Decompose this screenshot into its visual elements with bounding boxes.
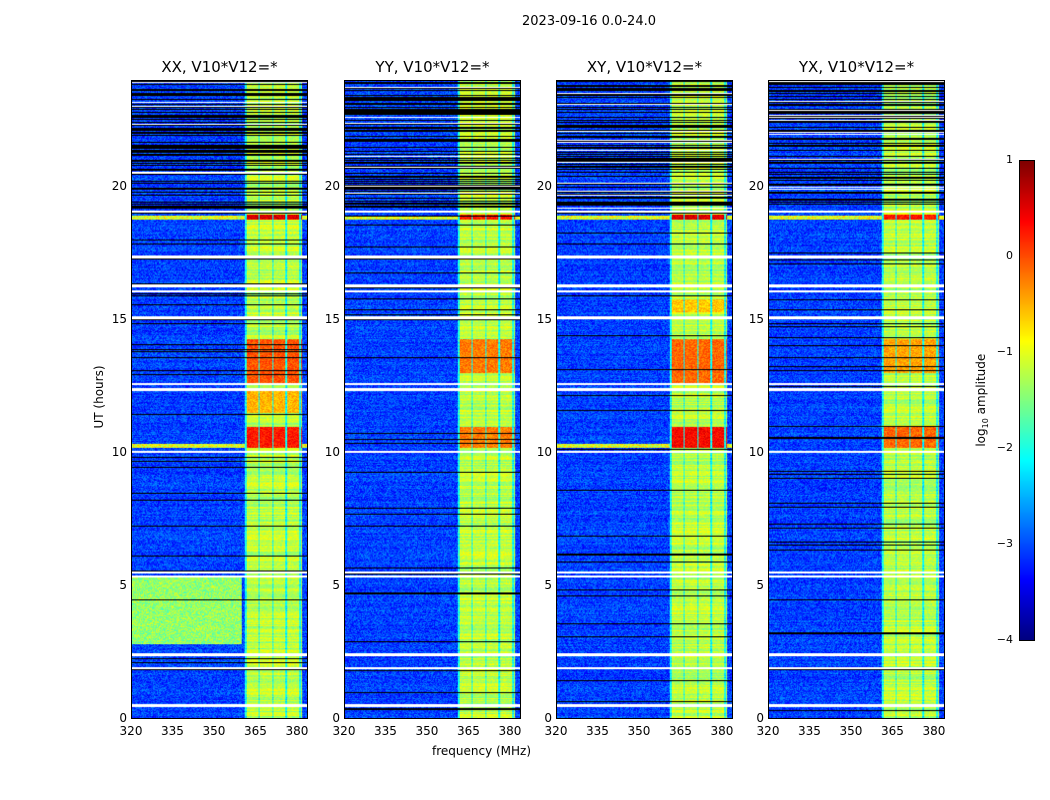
panel-4: YX, V10*V12=* 320 335 350 365 380 0 5 10 15 20 <box>749 58 946 738</box>
panel-2: YY, V10*V12=* 320 335 350 365 380 0 5 10 15 20 <box>325 58 522 738</box>
x-axis-label: frequency (MHz) <box>432 744 532 758</box>
x-tick-label: 365 <box>881 724 904 738</box>
colorbar-tick-label: −1 <box>996 345 1013 358</box>
y-tick-label: 5 <box>544 577 552 592</box>
x-tick-label: 350 <box>415 724 439 738</box>
y-tick-label: 15 <box>324 311 340 326</box>
waterfall-heatmap <box>556 80 733 719</box>
colorbar-tick-label: 0 <box>1006 249 1013 262</box>
x-tick-label: 380 <box>710 724 734 738</box>
y-tick-label: 10 <box>111 444 127 459</box>
y-tick-label: 20 <box>536 178 552 193</box>
y-tick-label: 20 <box>111 178 127 193</box>
panel-title: YY, V10*V12=* <box>375 58 490 76</box>
x-tick-label: 350 <box>627 724 651 738</box>
y-tick-label: 5 <box>332 577 340 592</box>
x-tick-label: 320 <box>332 724 356 738</box>
x-tick-label: 320 <box>119 724 143 738</box>
x-tick-label: 335 <box>798 724 821 738</box>
panel-3: XY, V10*V12=* 320 335 350 365 380 0 5 10 15 20 <box>537 58 734 738</box>
x-tick-label: 365 <box>244 724 267 738</box>
y-tick-label: 10 <box>536 444 552 459</box>
colorbar-label: log10 amplitude <box>973 353 991 447</box>
y-tick-label: 10 <box>748 444 764 459</box>
x-tick-label: 365 <box>457 724 480 738</box>
y-tick-label: 0 <box>756 711 764 725</box>
y-tick-label: 15 <box>748 311 764 326</box>
colorbar-tick-label: −2 <box>996 441 1013 454</box>
colorbar-tick-label: −4 <box>996 633 1013 646</box>
colorbar-tick-label: −3 <box>996 537 1013 550</box>
x-tick-label: 320 <box>756 724 780 738</box>
x-tick-label: 380 <box>922 724 946 738</box>
y-tick-label: 20 <box>748 178 764 193</box>
panel-title: XX, V10*V12=* <box>161 58 278 76</box>
x-tick-label: 335 <box>374 724 397 738</box>
x-tick-label: 350 <box>202 724 226 738</box>
x-tick-label: 365 <box>669 724 692 738</box>
waterfall-heatmap <box>131 80 308 719</box>
x-tick-label: 335 <box>586 724 609 738</box>
y-tick-label: 20 <box>324 178 340 193</box>
panel-title: YX, V10*V12=* <box>798 58 915 76</box>
colorbar-tick-label: 1 <box>1006 153 1013 166</box>
y-tick-label: 10 <box>324 444 340 459</box>
panel-title: XY, V10*V12=* <box>586 58 703 76</box>
waterfall-heatmap <box>768 80 945 719</box>
y-tick-label: 15 <box>536 311 552 326</box>
x-tick-label: 335 <box>161 724 184 738</box>
y-axis-label: UT (hours) <box>92 365 106 429</box>
y-tick-label: 15 <box>111 311 127 326</box>
x-tick-label: 320 <box>544 724 568 738</box>
y-tick-label: 0 <box>332 711 340 725</box>
x-tick-label: 380 <box>498 724 522 738</box>
x-tick-label: 380 <box>285 724 309 738</box>
figure-title: 2023-09-16 0.0-24.0 <box>522 14 656 29</box>
waterfall-heatmap <box>344 80 521 719</box>
y-tick-label: 5 <box>756 577 764 592</box>
y-tick-label: 0 <box>119 711 127 725</box>
y-tick-label: 5 <box>119 577 127 592</box>
y-tick-label: 0 <box>544 711 552 725</box>
colorbar <box>1019 160 1035 641</box>
panel-1: XX, V10*V12=* 320 335 350 365 380 0 5 10 15 20 <box>112 58 309 738</box>
x-tick-label: 350 <box>839 724 863 738</box>
